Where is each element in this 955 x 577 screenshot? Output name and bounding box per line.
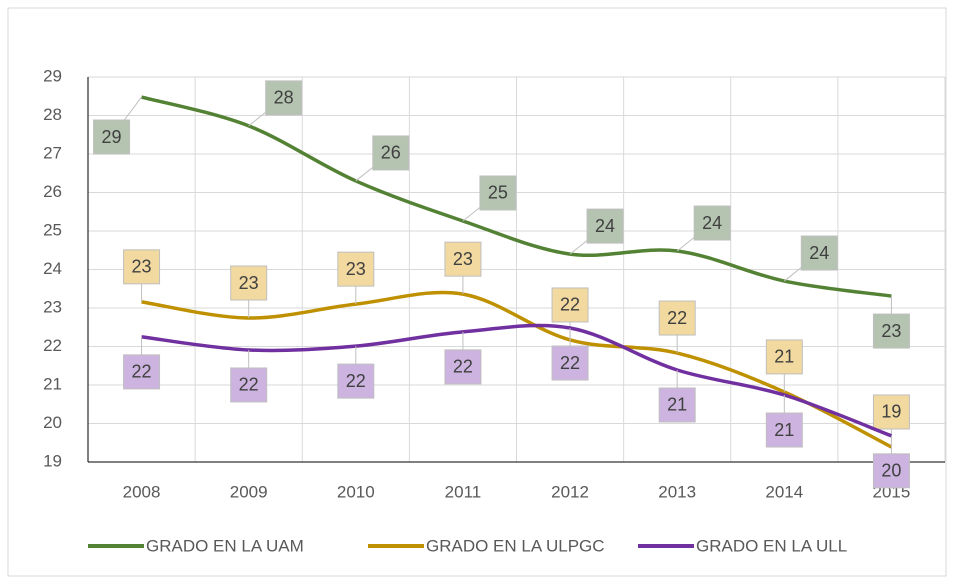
x-tick-label: 2011 [445, 482, 482, 501]
label-box [586, 208, 624, 244]
y-tick-label: 20 [43, 413, 62, 432]
data-label: 26 [381, 143, 401, 163]
y-tick-label: 27 [43, 143, 62, 162]
data-label: 22 [560, 353, 580, 373]
series-line [141, 290, 893, 449]
y-tick-label: 23 [43, 297, 62, 316]
label-box [372, 135, 410, 171]
data-label: 23 [453, 249, 473, 269]
y-tick-label: 25 [43, 220, 62, 239]
y-tick-label: 24 [43, 259, 62, 278]
label-box [658, 300, 696, 336]
data-label: 24 [702, 213, 722, 233]
label-box [765, 412, 803, 448]
data-label: 25 [488, 183, 508, 203]
data-label: 21 [667, 395, 687, 415]
label-box [658, 387, 696, 423]
series-line [141, 95, 892, 298]
data-label: 22 [346, 371, 366, 391]
data-label: 21 [774, 347, 794, 367]
data-label: 28 [274, 88, 294, 108]
data-label: 20 [881, 461, 901, 481]
y-tick-label: 29 [43, 66, 62, 85]
label-box [337, 251, 375, 287]
data-label: 29 [102, 127, 122, 147]
label-box [551, 345, 589, 381]
label-box [337, 363, 375, 399]
legend-label: GRADO EN LA ULPGC [426, 536, 605, 555]
label-box [444, 241, 482, 277]
x-tick-label: 2010 [337, 482, 375, 501]
x-tick-label: 2009 [230, 482, 268, 501]
data-label: 22 [667, 308, 687, 328]
label-box [123, 354, 161, 390]
data-label: 23 [132, 257, 152, 277]
legend-label: GRADO EN LA UAM [146, 536, 304, 555]
x-tick-label: 2013 [658, 482, 696, 501]
y-tick-label: 21 [43, 374, 62, 393]
label-box [123, 249, 161, 285]
data-label: 19 [881, 402, 901, 422]
data-label: 22 [560, 295, 580, 315]
data-label: 23 [346, 259, 366, 279]
label-box [230, 367, 268, 403]
label-box [872, 453, 910, 489]
label-box [693, 205, 731, 241]
data-label: 24 [595, 216, 615, 236]
y-tick-label: 26 [43, 182, 62, 201]
data-label: 22 [132, 362, 152, 382]
data-label: 23 [239, 273, 259, 293]
x-tick-label: 2012 [551, 482, 589, 501]
label-box [872, 394, 910, 430]
series-line [141, 323, 893, 438]
y-tick-label: 19 [43, 451, 62, 470]
label-box [800, 235, 838, 271]
legend-label: GRADO EN LA ULL [696, 536, 847, 555]
data-label: 22 [453, 357, 473, 377]
label-box [479, 175, 517, 211]
label-box [872, 313, 910, 349]
label-box [265, 80, 303, 116]
data-label: 23 [881, 321, 901, 341]
data-label: 21 [774, 420, 794, 440]
label-box [551, 287, 589, 323]
label-box [444, 349, 482, 385]
data-label: 22 [239, 375, 259, 395]
x-tick-label: 2008 [123, 482, 161, 501]
label-box [230, 265, 268, 301]
x-tick-label: 2014 [765, 482, 803, 501]
y-tick-label: 22 [43, 336, 62, 355]
label-box [93, 119, 131, 155]
label-box [765, 339, 803, 375]
y-tick-label: 28 [43, 105, 62, 124]
data-label: 24 [809, 243, 829, 263]
